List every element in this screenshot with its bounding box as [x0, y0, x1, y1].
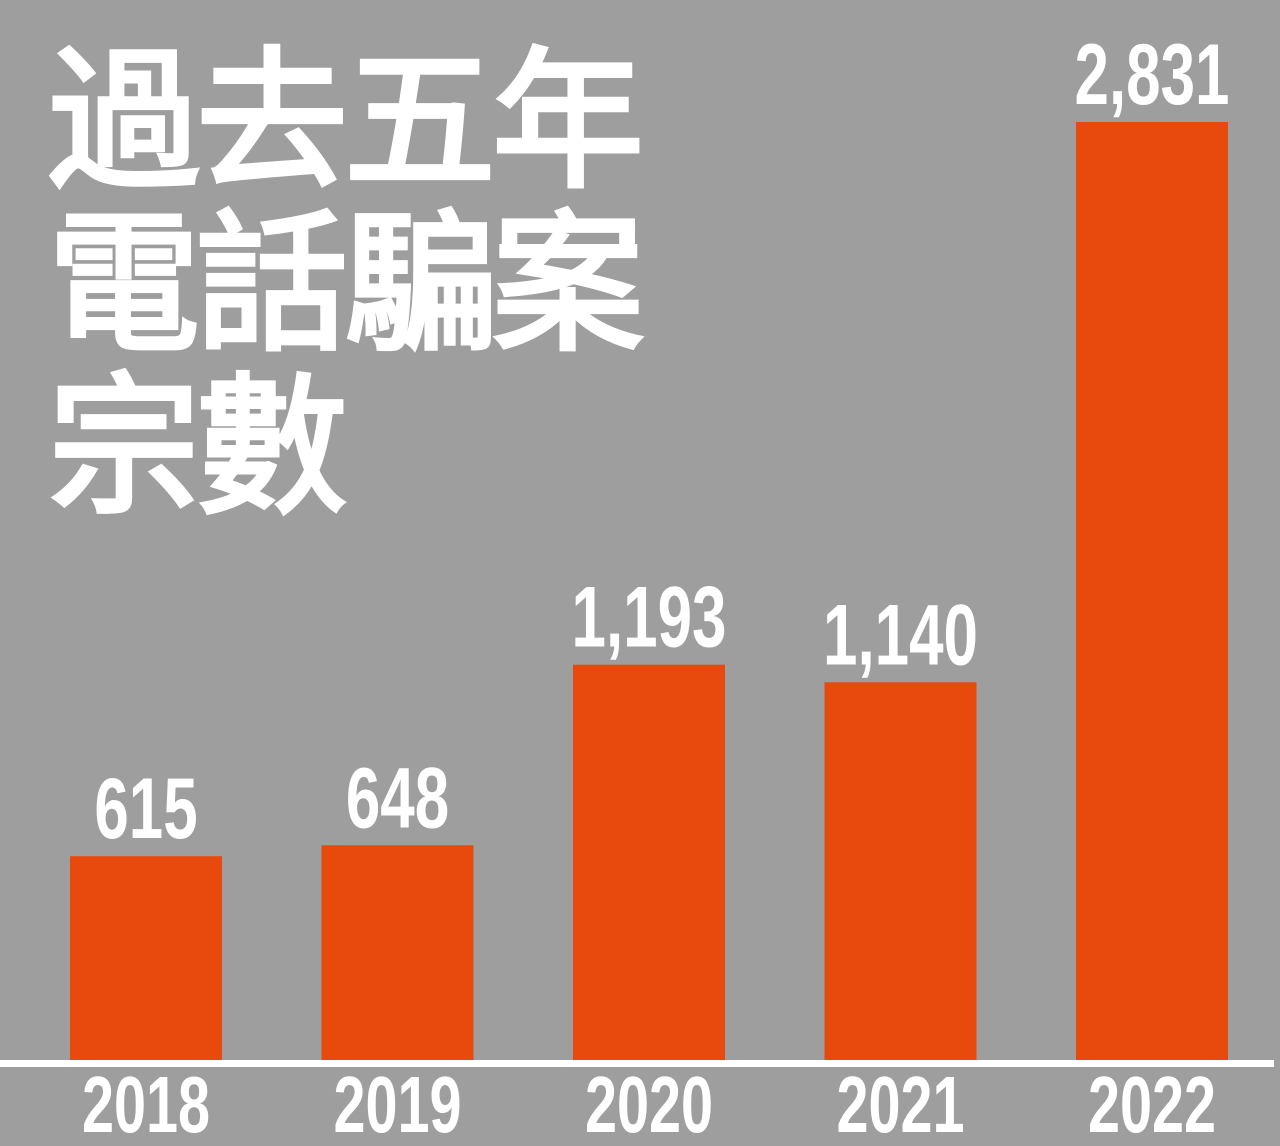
x-tick-label: 2022: [1088, 1060, 1216, 1146]
value-label: 615: [94, 760, 197, 856]
value-label: 648: [346, 749, 449, 845]
x-tick-label-group: 2022: [1088, 1060, 1216, 1146]
chart-title: 過去五年電話騙案宗數: [48, 33, 644, 536]
x-tick-label: 2020: [585, 1060, 713, 1146]
x-tick-label-group: 2019: [333, 1060, 461, 1146]
value-label-group: 1,193: [572, 569, 727, 665]
bar: [1076, 122, 1228, 1060]
bar: [573, 664, 725, 1060]
x-tick-label: 2021: [836, 1060, 964, 1146]
x-tick-label-group: 2020: [585, 1060, 713, 1146]
x-tick-label: 2018: [82, 1060, 210, 1146]
value-label: 1,140: [823, 586, 978, 682]
value-label-group: 648: [346, 749, 449, 845]
value-label: 1,193: [572, 569, 727, 665]
value-label-group: 2,831: [1075, 26, 1230, 122]
bar: [824, 682, 977, 1060]
x-tick-label-group: 2021: [836, 1060, 964, 1146]
x-tick-label-group: 2018: [82, 1060, 210, 1146]
bar: [70, 856, 222, 1060]
value-label: 2,831: [1075, 26, 1230, 122]
value-label-group: 1,140: [823, 586, 978, 682]
value-label-group: 615: [94, 760, 197, 856]
bar: [321, 845, 474, 1060]
x-tick-label: 2019: [333, 1060, 461, 1146]
baseline: [0, 1060, 1274, 1067]
